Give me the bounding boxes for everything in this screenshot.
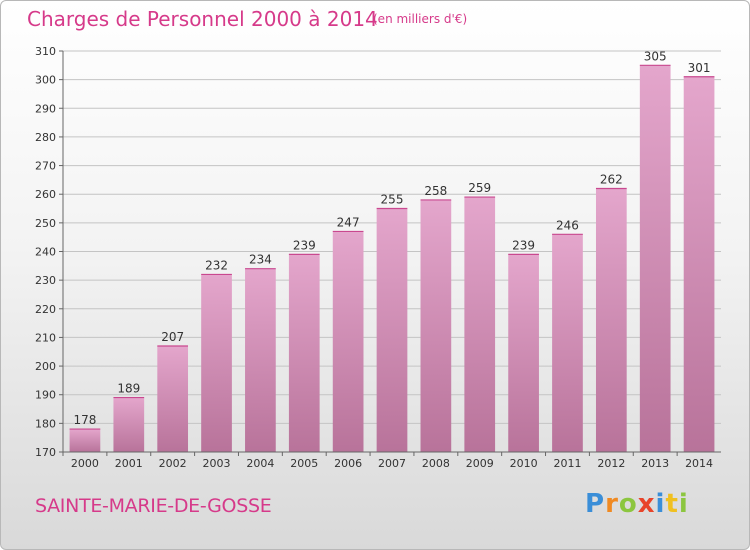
y-tick-label: 230 bbox=[35, 274, 56, 287]
bar-2009 bbox=[464, 197, 496, 452]
bar-2008 bbox=[420, 199, 452, 452]
x-tick-label-2011: 2011 bbox=[553, 457, 581, 470]
value-label-2008: 258 bbox=[424, 184, 447, 198]
chart-title: Charges de Personnel 2000 à 2014 bbox=[27, 7, 378, 31]
value-label-2012: 262 bbox=[600, 172, 623, 186]
y-tick-label: 280 bbox=[35, 131, 56, 144]
chart-subtitle: (en milliers d'€) bbox=[373, 12, 468, 26]
y-tick-label: 180 bbox=[35, 417, 56, 430]
x-tick-label-2009: 2009 bbox=[466, 457, 494, 470]
y-tick-label: 170 bbox=[35, 446, 56, 459]
y-tick-label: 200 bbox=[35, 360, 56, 373]
bar-2000 bbox=[69, 429, 101, 452]
x-tick-label-2004: 2004 bbox=[246, 457, 274, 470]
y-tick-label: 250 bbox=[35, 217, 56, 230]
bar-2014 bbox=[683, 76, 715, 453]
bar-2002 bbox=[157, 346, 189, 452]
x-tick-label-2003: 2003 bbox=[203, 457, 231, 470]
x-tick-label-2014: 2014 bbox=[685, 457, 713, 470]
x-tick-label-2000: 2000 bbox=[71, 457, 99, 470]
y-tick-label: 260 bbox=[35, 188, 56, 201]
x-tick-label-2008: 2008 bbox=[422, 457, 450, 470]
x-tick-label-2013: 2013 bbox=[641, 457, 669, 470]
value-label-2009: 259 bbox=[468, 181, 491, 195]
y-tick-label: 270 bbox=[35, 160, 56, 173]
bar-2011 bbox=[552, 234, 583, 452]
x-tick-label-2002: 2002 bbox=[159, 457, 187, 470]
bar-2012 bbox=[595, 188, 627, 452]
y-tick-label: 290 bbox=[35, 102, 56, 115]
value-label-2003: 232 bbox=[205, 258, 228, 272]
x-tick-label-2007: 2007 bbox=[378, 457, 406, 470]
bar-2007 bbox=[376, 208, 408, 452]
x-tick-label-2012: 2012 bbox=[597, 457, 625, 470]
y-tick-label: 190 bbox=[35, 389, 56, 402]
proxiti-logo: Proxiti bbox=[585, 489, 689, 519]
y-tick-label: 300 bbox=[35, 74, 56, 87]
y-tick-label: 310 bbox=[35, 45, 56, 58]
y-tick-label: 220 bbox=[35, 303, 56, 316]
value-label-2011: 246 bbox=[556, 218, 579, 232]
bar-2005 bbox=[288, 254, 320, 452]
y-tick-label: 240 bbox=[35, 246, 56, 259]
bar-2001 bbox=[113, 397, 145, 452]
value-label-2013: 305 bbox=[644, 49, 667, 63]
x-tick-label-2001: 2001 bbox=[115, 457, 143, 470]
value-label-2010: 239 bbox=[512, 238, 535, 252]
value-label-2005: 239 bbox=[293, 238, 316, 252]
bar-2013 bbox=[639, 65, 671, 453]
y-tick-label: 210 bbox=[35, 331, 56, 344]
x-tick-label-2005: 2005 bbox=[290, 457, 318, 470]
value-label-2007: 255 bbox=[381, 193, 404, 207]
x-tick-label-2010: 2010 bbox=[510, 457, 538, 470]
bar-2010 bbox=[508, 254, 539, 452]
bar-2006 bbox=[332, 231, 364, 452]
bar-2003 bbox=[201, 274, 232, 452]
value-label-2014: 301 bbox=[688, 61, 711, 75]
bar-2004 bbox=[245, 268, 276, 452]
value-label-2002: 207 bbox=[161, 330, 184, 344]
value-label-2000: 178 bbox=[73, 413, 96, 427]
value-label-2006: 247 bbox=[337, 215, 360, 229]
value-label-2001: 189 bbox=[117, 382, 140, 396]
x-tick-label-2006: 2006 bbox=[334, 457, 362, 470]
value-label-2004: 234 bbox=[249, 253, 272, 267]
commune-name: SAINTE-MARIE-DE-GOSSE bbox=[35, 495, 272, 517]
